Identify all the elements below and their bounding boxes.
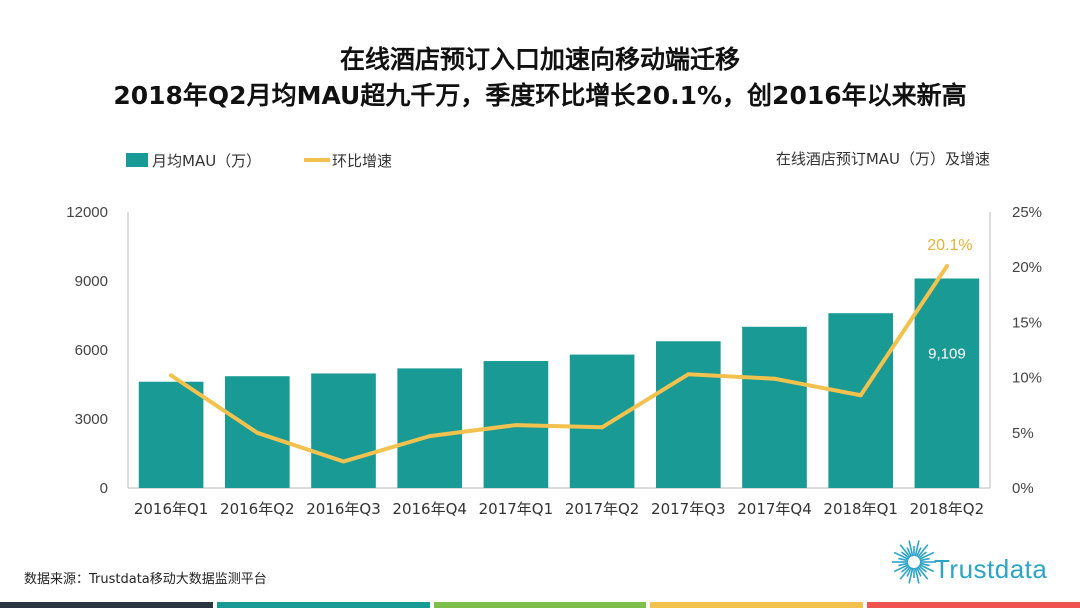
bottom-bar-segment bbox=[433, 602, 647, 608]
y-tick-label-left: 9000 bbox=[75, 273, 108, 290]
line-point bbox=[858, 393, 863, 398]
x-tick-label: 2018年Q1 bbox=[823, 500, 898, 518]
x-tick-label: 2016年Q3 bbox=[306, 500, 381, 518]
line-point bbox=[169, 373, 174, 378]
line-point bbox=[513, 423, 518, 428]
y-tick-label-left: 0 bbox=[100, 480, 108, 497]
legend-label-bars: 月均MAU（万） bbox=[152, 152, 261, 170]
logo-ray bbox=[898, 562, 909, 567]
x-tick-label: 2017年Q1 bbox=[479, 500, 554, 518]
line-point bbox=[686, 372, 691, 377]
bar-data-label: 9,109 bbox=[928, 345, 966, 362]
chart-title: 在线酒店预订MAU（万）及增速 bbox=[776, 150, 990, 168]
logo-ray bbox=[914, 567, 920, 584]
logo-ray bbox=[900, 565, 910, 573]
logo-ray bbox=[919, 551, 935, 561]
growth-line bbox=[169, 264, 949, 464]
bottom-bar-segment bbox=[0, 602, 213, 608]
x-tick-label: 2016年Q1 bbox=[134, 500, 209, 518]
data-source: 数据来源：Trustdata移动大数据监测平台 bbox=[24, 572, 267, 587]
bottom-color-bar bbox=[0, 602, 1080, 608]
y-tick-label-right: 20% bbox=[1012, 259, 1042, 276]
line-point bbox=[600, 425, 605, 430]
bar bbox=[569, 354, 635, 488]
logo-ray bbox=[917, 566, 929, 580]
bar bbox=[828, 313, 894, 488]
y-tick-label-right: 0% bbox=[1012, 480, 1034, 497]
logo-ray bbox=[914, 540, 920, 557]
page-title-line2: 2018年Q2月均MAU超九千万，季度环比增长20.1%，创2016年以来新高 bbox=[113, 81, 967, 110]
logo-ray bbox=[908, 540, 914, 557]
x-tick-label: 2016年Q2 bbox=[220, 500, 295, 518]
logo-ray bbox=[899, 566, 911, 580]
line-point bbox=[772, 376, 777, 381]
y-tick-label-left: 12000 bbox=[66, 204, 108, 221]
logo-ray bbox=[893, 563, 909, 573]
x-tick-label: 2017年Q3 bbox=[651, 500, 726, 518]
legend-label-line: 环比增速 bbox=[332, 152, 392, 170]
logo-ray bbox=[893, 551, 909, 561]
x-tick-label: 2018年Q2 bbox=[910, 500, 985, 518]
bar bbox=[311, 373, 376, 488]
logo-ray bbox=[919, 562, 930, 567]
logo-ray bbox=[918, 565, 928, 573]
line-point bbox=[341, 459, 346, 464]
bottom-bar-segment bbox=[216, 602, 430, 608]
y-tick-label-right: 10% bbox=[1012, 370, 1042, 387]
logo-ray bbox=[906, 547, 913, 557]
logo-ray bbox=[915, 547, 922, 557]
bar bbox=[397, 368, 463, 488]
logo-ray bbox=[906, 567, 913, 577]
logo-ray bbox=[908, 567, 914, 584]
line-data-label: 20.1% bbox=[927, 237, 972, 254]
logo-ray bbox=[915, 567, 922, 577]
logo-ray bbox=[898, 557, 909, 562]
bottom-bar-segment bbox=[650, 602, 864, 608]
legend-swatch-bars bbox=[126, 153, 148, 167]
bar bbox=[138, 381, 204, 488]
y-tick-label-right: 5% bbox=[1012, 425, 1034, 442]
y-tick-label-left: 3000 bbox=[75, 411, 108, 428]
bar bbox=[914, 278, 980, 488]
line-point bbox=[427, 434, 432, 439]
page-title-line1: 在线酒店预订入口加速向移动端迁移 bbox=[339, 45, 740, 74]
logo-ray bbox=[919, 563, 935, 573]
line-point bbox=[255, 430, 260, 435]
logo-ray bbox=[899, 544, 911, 558]
logo-ray bbox=[900, 551, 910, 559]
y-tick-label-left: 6000 bbox=[75, 342, 108, 359]
y-tick-label-right: 25% bbox=[1012, 204, 1042, 221]
line-point bbox=[944, 264, 949, 269]
logo-ray bbox=[918, 551, 928, 559]
y-tick-label-right: 15% bbox=[1012, 314, 1042, 331]
bottom-bar-segment bbox=[867, 602, 1080, 608]
x-tick-label: 2017年Q2 bbox=[565, 500, 640, 518]
x-tick-label: 2017年Q4 bbox=[737, 500, 812, 518]
x-tick-label: 2016年Q4 bbox=[392, 500, 467, 518]
bar bbox=[742, 326, 807, 488]
logo-text: Trustdata bbox=[934, 554, 1048, 584]
bar bbox=[655, 341, 721, 488]
trustdata-logo-icon bbox=[892, 540, 936, 584]
logo-ray bbox=[919, 557, 930, 562]
logo-ray bbox=[917, 544, 929, 558]
